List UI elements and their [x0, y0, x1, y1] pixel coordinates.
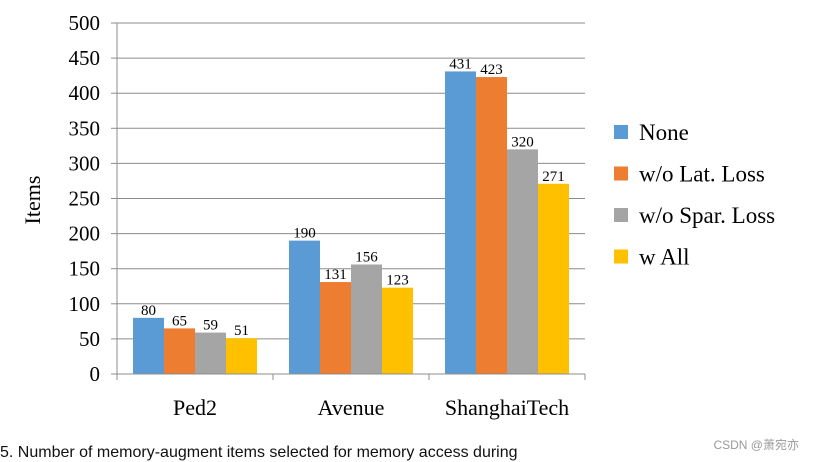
x-tick-label: Avenue	[318, 395, 385, 420]
legend: None w/o Lat. Loss w/o Spar. Loss w All	[614, 120, 775, 270]
y-tick-label: 350	[69, 116, 101, 140]
data-label: 131	[324, 267, 347, 283]
bar	[382, 287, 413, 374]
legend-label: w All	[639, 245, 689, 270]
bar	[538, 183, 569, 374]
x-tick-label: ShanghaiTech	[445, 395, 569, 420]
axes	[111, 22, 586, 380]
data-label: 59	[203, 318, 218, 334]
data-label: 190	[293, 226, 316, 242]
y-tick-label: 450	[69, 46, 101, 70]
y-tick-label: 250	[69, 187, 101, 211]
y-tick-labels: 0 50 100 150 200 250 300 350 400 450 500	[69, 11, 101, 386]
data-label: 431	[449, 56, 472, 72]
data-label: 156	[355, 249, 378, 265]
y-tick-label: 300	[69, 151, 101, 175]
legend-label: w/o Spar. Loss	[639, 203, 775, 228]
bar	[289, 240, 320, 374]
data-labels: 80 65 59 51 190 131 156 123 431 423 320 271	[141, 56, 565, 339]
y-tick-label: 100	[69, 292, 101, 316]
bar	[226, 338, 257, 374]
legend-swatch	[614, 166, 628, 181]
x-tick-label: Ped2	[173, 395, 217, 420]
bar	[133, 317, 164, 374]
legend-swatch	[614, 125, 628, 139]
y-tick-label: 50	[79, 327, 100, 351]
bar	[320, 282, 351, 374]
legend-swatch	[614, 208, 628, 222]
bar	[351, 264, 382, 374]
y-tick-label: 500	[69, 11, 101, 35]
gridlines	[117, 22, 585, 340]
data-label: 51	[234, 323, 249, 339]
figure-caption: 5. Number of memory-augment items select…	[0, 444, 518, 461]
data-label: 65	[172, 313, 187, 329]
legend-label: w/o Lat. Loss	[639, 162, 765, 187]
bar-chart: 0 50 100 150 200 250 300 350 400 450 500 Ped2 Avenu…	[20, 11, 775, 420]
data-label: 271	[542, 169, 565, 185]
bar	[164, 328, 195, 374]
legend-swatch	[614, 249, 628, 264]
y-tick-label: 200	[69, 222, 101, 246]
x-tick-labels: Ped2 Avenue ShanghaiTech	[173, 395, 569, 420]
data-label: 123	[386, 273, 409, 289]
bar	[476, 77, 507, 374]
bar	[195, 332, 226, 374]
y-tick-label: 400	[69, 81, 101, 105]
y-axis-label: Items	[20, 176, 45, 225]
data-label: 320	[511, 134, 534, 150]
bar	[445, 71, 476, 375]
data-label: 423	[480, 62, 503, 78]
y-tick-label: 150	[69, 257, 101, 281]
legend-label: None	[639, 120, 689, 145]
bar	[507, 149, 538, 374]
bars	[133, 71, 569, 375]
data-label: 80	[141, 303, 156, 319]
y-tick-label: 0	[90, 362, 101, 386]
watermark: CSDN @萧宛亦	[713, 438, 799, 452]
